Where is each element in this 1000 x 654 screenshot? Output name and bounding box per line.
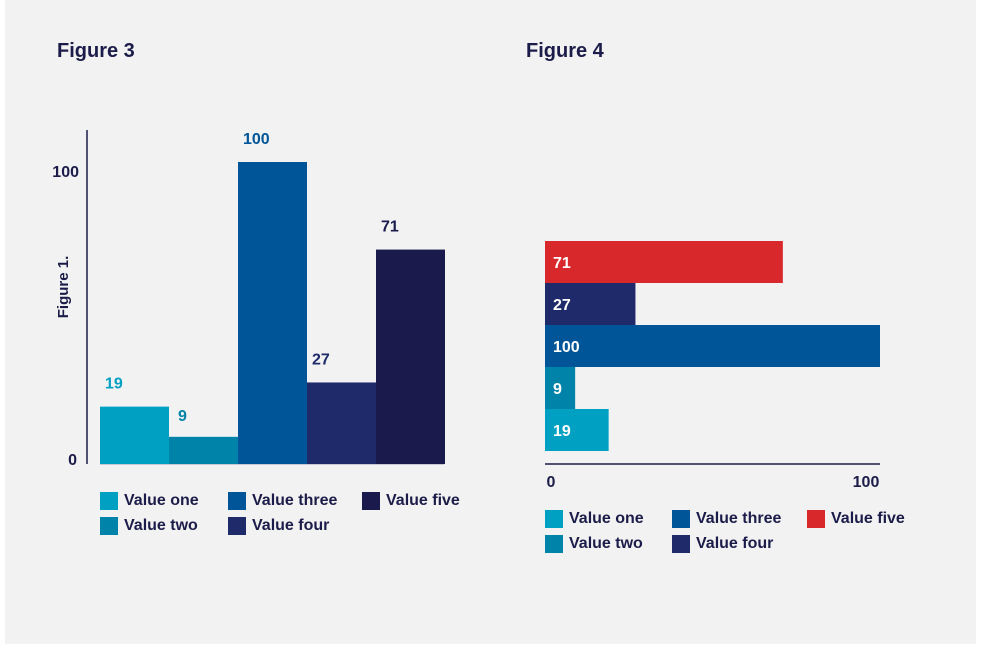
fig4-legend-item-value-one: Value one [545, 508, 656, 529]
figure-4-title: Figure 4 [526, 40, 604, 62]
fig4-data-label-value-one: 19 [553, 423, 571, 440]
fig4-data-label-value-two: 9 [553, 381, 562, 398]
fig3-legend-label: Value two [124, 516, 198, 534]
fig4-bar-value-two [545, 367, 576, 409]
fig3-legend-swatch [362, 491, 380, 510]
fig3-legend-swatch [228, 516, 246, 535]
fig3-legend-swatch [100, 516, 118, 535]
fig3-y-tick-0: 0 [68, 452, 77, 469]
fig3-data-label-value-two: 9 [178, 408, 187, 425]
fig4-legend-label: Value two [569, 534, 643, 552]
fig4-legend-swatch [545, 509, 563, 528]
figure-4-legend: Value one Value three Value five Value two V… [545, 508, 917, 554]
fig3-legend-item-value-five: Value five [362, 490, 472, 511]
fig4-legend-item-value-three: Value three [672, 508, 791, 529]
fig3-bar-value-three [238, 162, 307, 464]
figure-3-title: Figure 3 [57, 40, 135, 62]
fig4-legend-item-value-two: Value two [545, 533, 656, 554]
fig3-bar-value-one [100, 406, 169, 464]
fig3-y-tick-100: 100 [52, 164, 79, 181]
fig3-legend-item-value-one: Value one [100, 490, 212, 511]
fig3-legend-item-value-two: Value two [100, 515, 212, 536]
fig4-data-label-value-three: 100 [553, 339, 580, 356]
fig4-legend-swatch [672, 509, 690, 528]
fig3-legend-swatch [100, 491, 118, 510]
fig4-legend-label: Value three [696, 509, 782, 527]
fig3-bar-value-two [169, 436, 238, 464]
fig4-bar-value-three [545, 325, 880, 367]
fig4-legend-label: Value four [696, 534, 774, 552]
fig3-legend-label: Value three [252, 491, 338, 509]
fig3-data-label-value-four: 27 [312, 351, 330, 368]
fig4-legend-label: Value five [831, 509, 905, 527]
fig4-data-label-value-four: 27 [553, 297, 571, 314]
fig4-legend-swatch [545, 534, 563, 553]
fig3-data-label-value-five: 71 [381, 219, 399, 236]
fig4-x-tick-0: 0 [547, 474, 556, 491]
fig3-legend-swatch [228, 491, 246, 510]
fig3-bar-value-four [307, 382, 376, 464]
fig4-legend-item-value-four: Value four [672, 533, 791, 554]
fig4-legend-label: Value one [569, 509, 644, 527]
fig3-data-label-value-three: 100 [243, 131, 270, 148]
figure-3-legend: Value one Value three Value five Value two V… [100, 490, 472, 536]
fig4-legend-swatch [807, 509, 825, 528]
fig3-bar-value-five [376, 249, 445, 464]
fig4-bar-value-four [545, 283, 636, 325]
fig3-y-axis-label: Figure 1. [55, 256, 72, 319]
fig4-legend-item-value-five: Value five [807, 508, 917, 529]
fig3-legend-label: Value one [124, 491, 199, 509]
fig3-legend-label: Value four [252, 516, 330, 534]
fig4-data-label-value-five: 71 [553, 255, 571, 272]
fig3-legend-item-value-four: Value four [228, 515, 346, 536]
fig4-legend-swatch [672, 534, 690, 553]
fig4-bar-value-five [545, 241, 783, 283]
figure-panel: Figure 3 Figure 4 [5, 0, 976, 644]
fig3-data-label-value-one: 19 [105, 376, 123, 393]
fig3-legend-label: Value five [386, 491, 460, 509]
fig4-x-tick-100: 100 [853, 474, 880, 491]
fig3-legend-item-value-three: Value three [228, 490, 346, 511]
fig4-bar-value-one [545, 409, 609, 451]
